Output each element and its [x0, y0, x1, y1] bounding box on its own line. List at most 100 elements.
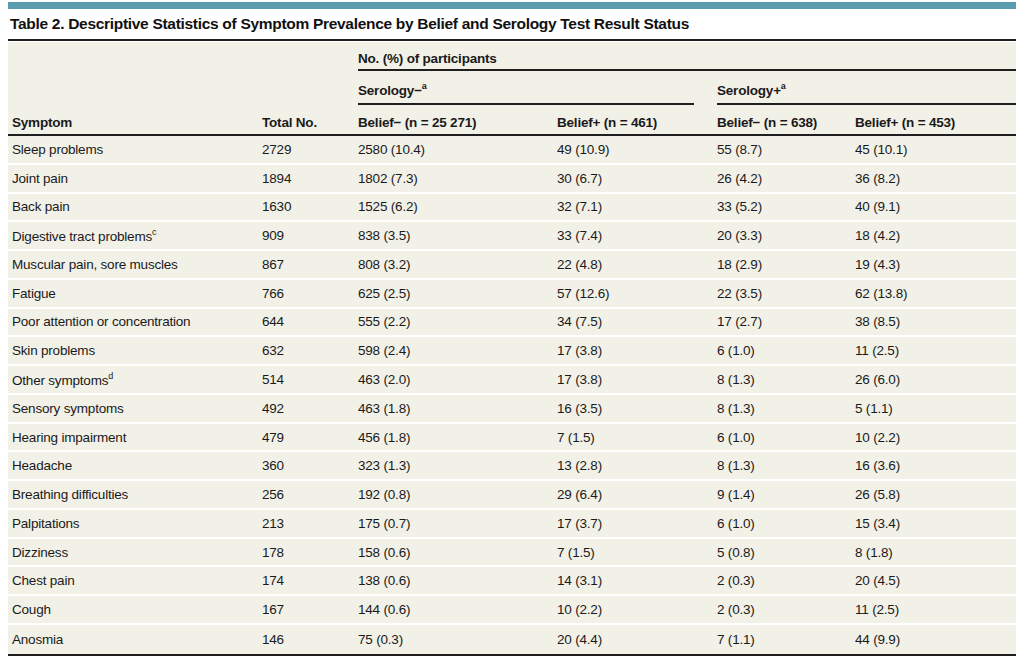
serology-neg-belief-pos-cell: 17 (3.7) — [557, 516, 717, 531]
symptom-cell: Cough — [8, 602, 262, 617]
serology-negative-footnote-marker: a — [422, 81, 427, 91]
table-row: Poor attention or concentration644555 (2… — [8, 309, 1016, 338]
serology-neg-belief-pos-cell: 33 (7.4) — [557, 228, 717, 243]
serology-neg-belief-neg-cell: 463 (2.0) — [358, 372, 557, 387]
serology-pos-belief-neg-cell: 6 (1.0) — [717, 343, 855, 358]
symptom-cell: Headache — [8, 458, 262, 473]
serology-neg-belief-neg-cell: 158 (0.6) — [358, 545, 557, 560]
total-cell: 1894 — [262, 171, 358, 186]
serology-neg-belief-pos-cell: 16 (3.5) — [557, 401, 717, 416]
serology-pos-belief-neg-cell: 8 (1.3) — [717, 401, 855, 416]
total-cell: 256 — [262, 487, 358, 502]
accent-bar — [8, 2, 1016, 9]
title-rule — [8, 39, 1016, 41]
symptom-cell: Palpitations — [8, 516, 262, 531]
table-row: Other symptomsd514463 (2.0)17 (3.8)8 (1.… — [8, 366, 1016, 395]
symptom-cell: Dizziness — [8, 545, 262, 560]
serology-positive-rule — [717, 103, 1016, 105]
serology-pos-belief-neg-cell: 26 (4.2) — [717, 171, 855, 186]
serology-pos-belief-pos-cell: 16 (3.6) — [855, 458, 1016, 473]
total-cell: 213 — [262, 516, 358, 531]
serology-pos-belief-pos-cell: 26 (5.8) — [855, 487, 1016, 502]
serology-neg-belief-neg-cell: 138 (0.6) — [358, 573, 557, 588]
table-row: Fatigue766625 (2.5)57 (12.6)22 (3.5)62 (… — [8, 280, 1016, 309]
table-row: Sensory symptoms492463 (1.8)16 (3.5)8 (1… — [8, 395, 1016, 424]
serology-positive-header: Serology+a — [717, 81, 786, 98]
serology-neg-belief-pos-cell: 17 (3.8) — [557, 343, 717, 358]
serology-neg-belief-pos-cell: 20 (4.4) — [557, 632, 717, 647]
serology-pos-belief-pos-cell: 11 (2.5) — [855, 343, 1016, 358]
table-row: Skin problems632598 (2.4)17 (3.8)6 (1.0)… — [8, 337, 1016, 366]
total-cell: 909 — [262, 228, 358, 243]
total-cell: 174 — [262, 573, 358, 588]
serology-neg-belief-neg-cell: 463 (1.8) — [358, 401, 557, 416]
serology-neg-belief-pos-cell: 10 (2.2) — [557, 602, 717, 617]
serology-pos-belief-pos-cell: 19 (4.3) — [855, 257, 1016, 272]
serology-pos-belief-neg-cell: 7 (1.1) — [717, 632, 855, 647]
serology-pos-belief-neg-cell: 9 (1.4) — [717, 487, 855, 502]
serology-neg-belief-pos-cell: 49 (10.9) — [557, 142, 717, 157]
serology-neg-belief-neg-cell: 75 (0.3) — [358, 632, 557, 647]
total-cell: 766 — [262, 286, 358, 301]
serology-neg-belief-pos-cell: 17 (3.8) — [557, 372, 717, 387]
footnote-marker: d — [108, 371, 113, 381]
table-row: Anosmia14675 (0.3)20 (4.4)7 (1.1)44 (9.9… — [8, 625, 1016, 654]
serology-neg-belief-neg-cell: 1802 (7.3) — [358, 171, 557, 186]
serology-neg-belief-pos-cell: 13 (2.8) — [557, 458, 717, 473]
total-cell: 360 — [262, 458, 358, 473]
serology-neg-belief-neg-cell: 192 (0.8) — [358, 487, 557, 502]
serology-pos-belief-pos-cell: 44 (9.9) — [855, 632, 1016, 647]
serology-pos-belief-neg-cell: 8 (1.3) — [717, 372, 855, 387]
total-cell: 2729 — [262, 142, 358, 157]
column-header-serology-pos-belief-neg: Belief− (n = 638) — [717, 115, 855, 130]
table-row: Chest pain174138 (0.6)14 (3.1)2 (0.3)20 … — [8, 567, 1016, 596]
footnote-marker: c — [152, 227, 156, 237]
symptom-cell: Fatigue — [8, 286, 262, 301]
serology-neg-belief-neg-cell: 808 (3.2) — [358, 257, 557, 272]
serology-pos-belief-pos-cell: 62 (13.8) — [855, 286, 1016, 301]
serology-neg-belief-neg-cell: 598 (2.4) — [358, 343, 557, 358]
symptom-cell: Hearing impairment — [8, 430, 262, 445]
total-cell: 479 — [262, 430, 358, 445]
serology-pos-belief-pos-cell: 8 (1.8) — [855, 545, 1016, 560]
serology-pos-belief-neg-cell: 55 (8.7) — [717, 142, 855, 157]
serology-neg-belief-neg-cell: 1525 (6.2) — [358, 199, 557, 214]
symptom-cell: Joint pain — [8, 171, 262, 186]
serology-positive-label: Serology+ — [717, 83, 781, 98]
symptom-cell: Chest pain — [8, 573, 262, 588]
table-bottom-rule — [8, 654, 1016, 656]
table-row: Palpitations213175 (0.7)17 (3.7)6 (1.0)1… — [8, 510, 1016, 539]
table-row: Joint pain18941802 (7.3)30 (6.7)26 (4.2)… — [8, 165, 1016, 194]
serology-pos-belief-pos-cell: 20 (4.5) — [855, 573, 1016, 588]
serology-pos-belief-pos-cell: 11 (2.5) — [855, 602, 1016, 617]
symptom-cell: Sensory symptoms — [8, 401, 262, 416]
serology-neg-belief-pos-cell: 32 (7.1) — [557, 199, 717, 214]
serology-negative-rule — [358, 103, 694, 105]
symptom-cell: Poor attention or concentration — [8, 314, 262, 329]
serology-pos-belief-pos-cell: 15 (3.4) — [855, 516, 1016, 531]
table-row: Muscular pain, sore muscles867808 (3.2)2… — [8, 251, 1016, 280]
serology-pos-belief-neg-cell: 17 (2.7) — [717, 314, 855, 329]
symptom-cell: Digestive tract problemsc — [8, 227, 262, 244]
serology-neg-belief-neg-cell: 625 (2.5) — [358, 286, 557, 301]
serology-pos-belief-neg-cell: 6 (1.0) — [717, 516, 855, 531]
table-row: Breathing difficulties256192 (0.8)29 (6.… — [8, 481, 1016, 510]
serology-pos-belief-neg-cell: 22 (3.5) — [717, 286, 855, 301]
table-panel: No. (%) of participants Serology−a Serol… — [8, 42, 1016, 654]
serology-neg-belief-neg-cell: 2580 (10.4) — [358, 142, 557, 157]
serology-neg-belief-neg-cell: 838 (3.5) — [358, 228, 557, 243]
serology-pos-belief-pos-cell: 10 (2.2) — [855, 430, 1016, 445]
table-row: Headache360323 (1.3)13 (2.8)8 (1.3)16 (3… — [8, 452, 1016, 481]
serology-neg-belief-pos-cell: 14 (3.1) — [557, 573, 717, 588]
total-cell: 514 — [262, 372, 358, 387]
serology-pos-belief-pos-cell: 40 (9.1) — [855, 199, 1016, 214]
column-header-row: Symptom Total No. Belief− (n = 25 271) B… — [8, 110, 1016, 134]
serology-neg-belief-neg-cell: 323 (1.3) — [358, 458, 557, 473]
serology-neg-belief-pos-cell: 22 (4.8) — [557, 257, 717, 272]
serology-pos-belief-pos-cell: 45 (10.1) — [855, 142, 1016, 157]
table-row: Sleep problems27292580 (10.4)49 (10.9)55… — [8, 136, 1016, 165]
table-row: Hearing impairment479456 (1.8)7 (1.5)6 (… — [8, 424, 1016, 453]
total-cell: 1630 — [262, 199, 358, 214]
serology-neg-belief-pos-cell: 57 (12.6) — [557, 286, 717, 301]
serology-negative-header: Serology−a — [358, 81, 427, 98]
